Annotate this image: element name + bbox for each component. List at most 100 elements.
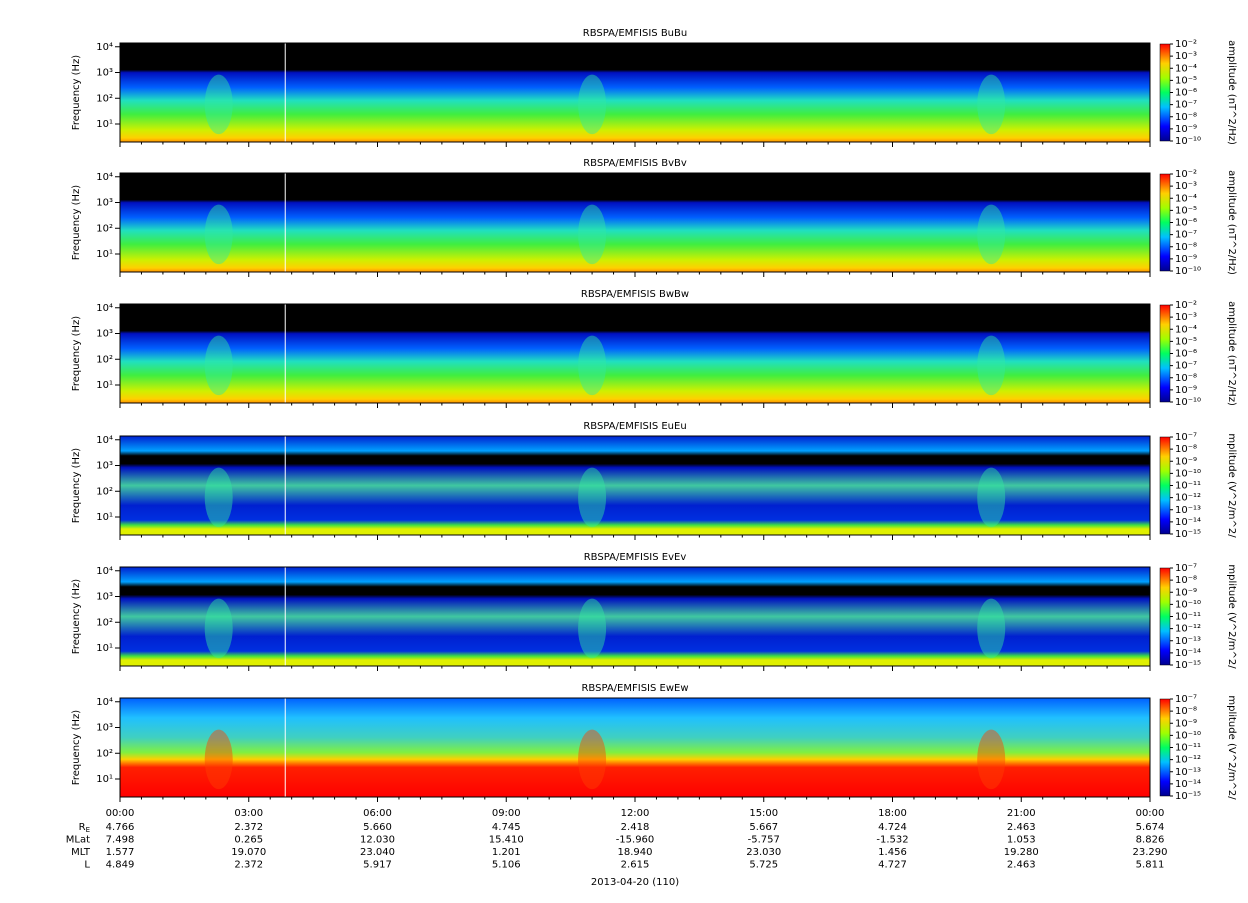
ephemeris-value: 5.667	[749, 822, 778, 833]
ephemeris-value: 5.674	[1136, 822, 1165, 833]
colorbar-tick-label: 10⁻⁵	[1175, 75, 1197, 86]
ephemeris-value: 19.070	[231, 847, 266, 858]
ephemeris-value: 23.040	[360, 847, 395, 858]
spectrogram	[120, 43, 1150, 142]
y-tick-label: 10¹	[96, 249, 113, 260]
x-tick-label: 15:00	[749, 808, 778, 819]
colorbar-tick-label: 10⁻¹⁴	[1175, 779, 1201, 790]
ephemeris-value: 15.410	[489, 835, 524, 846]
spectrogram-feature	[977, 729, 1006, 790]
colorbar-tick-label: 10⁻¹⁰	[1175, 468, 1201, 479]
colorbar-tick-label: 10⁻⁹	[1175, 587, 1197, 598]
colorbar	[1159, 567, 1171, 666]
colorbar-tick-label: 10⁻⁹	[1175, 718, 1197, 729]
ephemeris-label: MLat	[66, 835, 90, 846]
colorbar-tick-label: 10⁻⁵	[1175, 205, 1197, 216]
ephemeris-value: 23.290	[1133, 847, 1168, 858]
x-tick-label: 00:00	[1136, 808, 1165, 819]
ephemeris-value: -5.757	[748, 835, 780, 846]
colorbar-tick-label: 10⁻²	[1175, 169, 1197, 180]
colorbar-label: mplitude (V^2/m^2/	[1226, 433, 1237, 538]
spectrogram-feature	[204, 598, 233, 659]
colorbar-tick-label: 10⁻¹¹	[1175, 612, 1201, 623]
x-tick-label: 06:00	[363, 808, 392, 819]
colorbar-label: amplitude (nT^2/Hz)	[1226, 301, 1237, 406]
colorbar-tick-label: 10⁻⁹	[1175, 254, 1197, 265]
y-tick-label: 10³	[96, 723, 113, 734]
colorbar-tick-label: 10⁻⁶	[1175, 349, 1197, 360]
colorbar	[1159, 43, 1171, 142]
colorbar-tick-label: 10⁻⁹	[1175, 385, 1197, 396]
colorbar-tick-label: 10⁻⁷	[1175, 230, 1197, 241]
colorbar-tick-label: 10⁻⁷	[1175, 361, 1197, 372]
ephemeris-value: 2.615	[621, 860, 650, 871]
y-tick-label: 10¹	[96, 119, 113, 130]
y-tick-label: 10⁴	[96, 303, 113, 314]
colorbar-tick-label: 10⁻¹⁰	[1175, 730, 1201, 741]
spectrogram-feature	[977, 467, 1006, 528]
ephemeris-label: RE	[79, 822, 90, 834]
ephemeris-value: 4.849	[106, 860, 135, 871]
colorbar-tick-label: 10⁻¹³	[1175, 767, 1201, 778]
y-axis-label: Frequency (Hz)	[71, 710, 82, 786]
panel-title: RBSPA/EMFISIS EuEu	[583, 421, 686, 432]
colorbar-tick-label: 10⁻¹⁰	[1175, 266, 1201, 277]
panel-title: RBSPA/EMFISIS BuBu	[583, 28, 687, 39]
x-tick-label: 12:00	[621, 808, 650, 819]
colorbar-tick-label: 10⁻¹³	[1175, 505, 1201, 516]
colorbar-tick-label: 10⁻¹⁵	[1175, 791, 1201, 802]
y-tick-label: 10²	[96, 354, 113, 365]
ephemeris-value: 1.577	[106, 847, 135, 858]
y-axis-label: Frequency (Hz)	[71, 55, 82, 131]
ephemeris-label-text: R	[79, 822, 86, 833]
spectrogram-feature	[578, 598, 607, 659]
colorbar-tick-label: 10⁻¹⁴	[1175, 517, 1201, 528]
spectrogram-feature	[204, 74, 233, 135]
ephemeris-value: 2.372	[234, 860, 263, 871]
colorbar-tick-label: 10⁻⁴	[1175, 63, 1197, 74]
colorbar-tick-label: 10⁻⁸	[1175, 112, 1197, 123]
y-tick-label: 10⁴	[96, 435, 113, 446]
colorbar-tick-label: 10⁻⁸	[1175, 444, 1197, 455]
ephemeris-value: 2.418	[621, 822, 650, 833]
colorbar-tick-label: 10⁻³	[1175, 181, 1197, 192]
ephemeris-value: 7.498	[106, 835, 135, 846]
colorbar-tick-label: 10⁻¹⁰	[1175, 136, 1201, 147]
colorbar	[1159, 698, 1171, 797]
ephemeris-value: 12.030	[360, 835, 395, 846]
colorbar-tick-label: 10⁻⁸	[1175, 575, 1197, 586]
y-tick-label: 10⁴	[96, 172, 113, 183]
colorbar-tick-label: 10⁻⁹	[1175, 456, 1197, 467]
y-tick-label: 10⁴	[96, 566, 113, 577]
ephemeris-value: 19.280	[1004, 847, 1039, 858]
colorbar-tick-label: 10⁻⁸	[1175, 706, 1197, 717]
spectrogram-feature	[578, 335, 607, 396]
colorbar	[1159, 304, 1171, 403]
colorbar-tick-label: 10⁻⁷	[1175, 694, 1197, 705]
spectrogram	[120, 698, 1150, 797]
spectrogram-feature	[977, 74, 1006, 135]
spectrogram	[120, 436, 1150, 535]
y-tick-label: 10²	[96, 223, 113, 234]
ephemeris-value: -1.532	[876, 835, 908, 846]
ephemeris-value: 5.917	[363, 860, 392, 871]
ephemeris-value: 8.826	[1136, 835, 1165, 846]
panel-title: RBSPA/EMFISIS EvEv	[584, 552, 687, 563]
y-tick-label: 10²	[96, 93, 113, 104]
ephemeris-value: 1.053	[1007, 835, 1036, 846]
colorbar-tick-label: 10⁻³	[1175, 312, 1197, 323]
spectrogram-feature	[977, 598, 1006, 659]
colorbar-tick-label: 10⁻¹¹	[1175, 743, 1201, 754]
ephemeris-value: 2.372	[234, 822, 263, 833]
ephemeris-value: 4.724	[878, 822, 907, 833]
y-tick-label: 10³	[96, 329, 113, 340]
spectrogram-feature	[578, 74, 607, 135]
ephemeris-value: 2.463	[1007, 822, 1036, 833]
spectrogram-feature	[204, 467, 233, 528]
colorbar-tick-label: 10⁻¹¹	[1175, 481, 1201, 492]
ephemeris-value: 5.725	[749, 860, 778, 871]
ephemeris-value: 5.660	[363, 822, 392, 833]
colorbar-label: mplitude (V^2/m^2/	[1226, 564, 1237, 669]
ephemeris-label-subscript: E	[86, 826, 90, 834]
ephemeris-value: 4.727	[878, 860, 907, 871]
